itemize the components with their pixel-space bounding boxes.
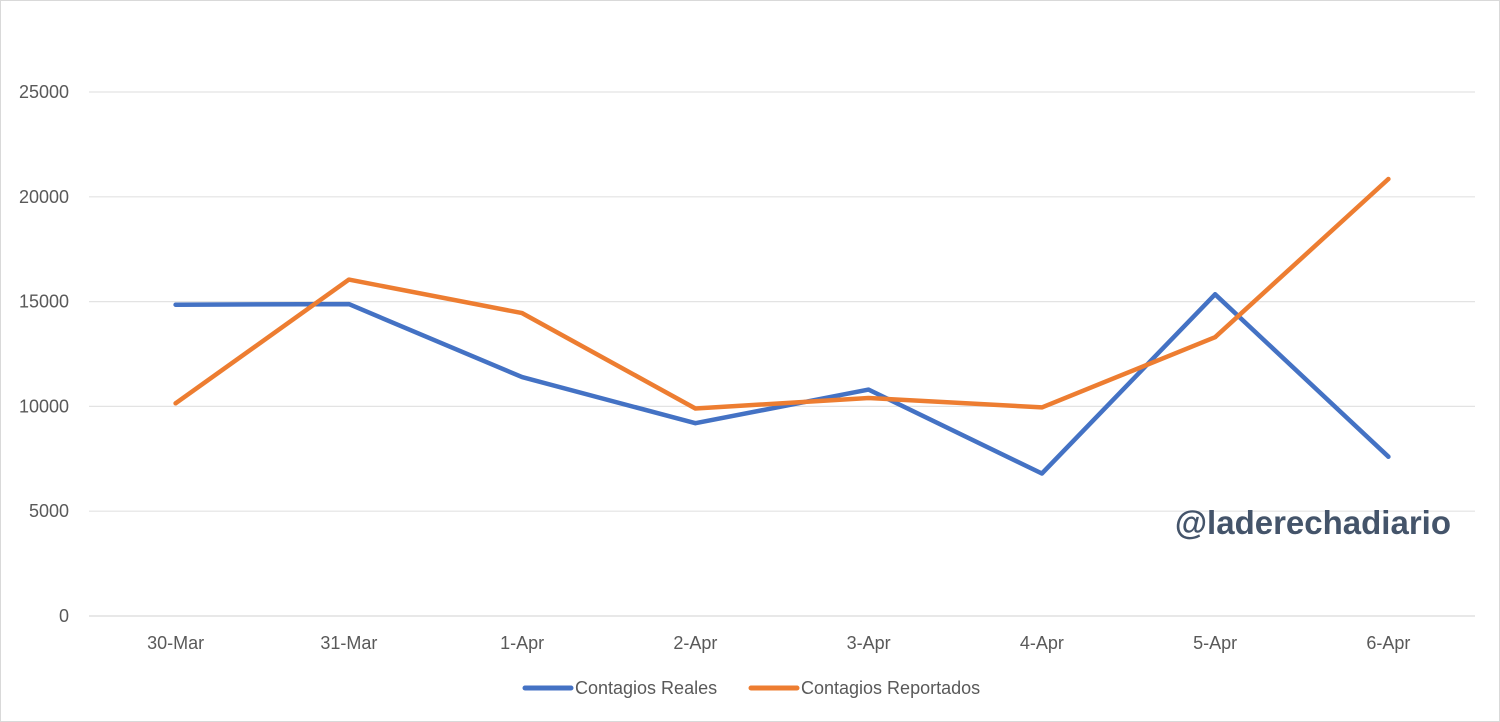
data-point	[1213, 335, 1218, 340]
data-point	[693, 406, 698, 411]
data-point	[693, 421, 698, 426]
x-tick-label: 5-Apr	[1193, 633, 1237, 653]
data-point	[866, 387, 871, 392]
x-tick-label: 2-Apr	[673, 633, 717, 653]
y-tick-label: 25000	[19, 82, 69, 102]
data-point	[346, 302, 351, 307]
y-tick-label: 20000	[19, 187, 69, 207]
series-lines	[173, 176, 1391, 476]
y-tick-label: 0	[59, 606, 69, 626]
legend: Contagios Reales Contagios Reportados	[522, 678, 980, 698]
x-tick-label: 4-Apr	[1020, 633, 1064, 653]
y-tick-label: 5000	[29, 501, 69, 521]
series-line-1	[173, 292, 1391, 476]
series-line-2	[173, 176, 1391, 411]
data-point	[520, 311, 525, 316]
data-point	[866, 396, 871, 401]
data-point	[346, 277, 351, 282]
legend-label: Contagios Reales	[575, 678, 717, 698]
x-tick-label: 1-Apr	[500, 633, 544, 653]
data-point	[173, 401, 178, 406]
x-tick-label: 31-Mar	[320, 633, 377, 653]
x-tick-label: 3-Apr	[847, 633, 891, 653]
x-axis-ticks: 30-Mar 31-Mar 1-Apr 2-Apr 3-Apr 4-Apr 5-Apr 6-A…	[147, 633, 1410, 653]
data-point	[1213, 292, 1218, 297]
y-axis-ticks: 0 5000 10000 15000 20000 25000	[19, 82, 69, 626]
data-point	[173, 302, 178, 307]
watermark-text: @laderechadiario	[1175, 504, 1451, 541]
legend-label: Contagios Reportados	[801, 678, 980, 698]
data-point	[1039, 405, 1044, 410]
y-tick-label: 15000	[19, 292, 69, 312]
y-tick-label: 10000	[19, 396, 69, 416]
x-tick-label: 6-Apr	[1366, 633, 1410, 653]
data-point	[1386, 176, 1391, 181]
x-tick-label: 30-Mar	[147, 633, 204, 653]
data-point	[520, 375, 525, 380]
data-point	[1386, 454, 1391, 459]
data-point	[1039, 471, 1044, 476]
